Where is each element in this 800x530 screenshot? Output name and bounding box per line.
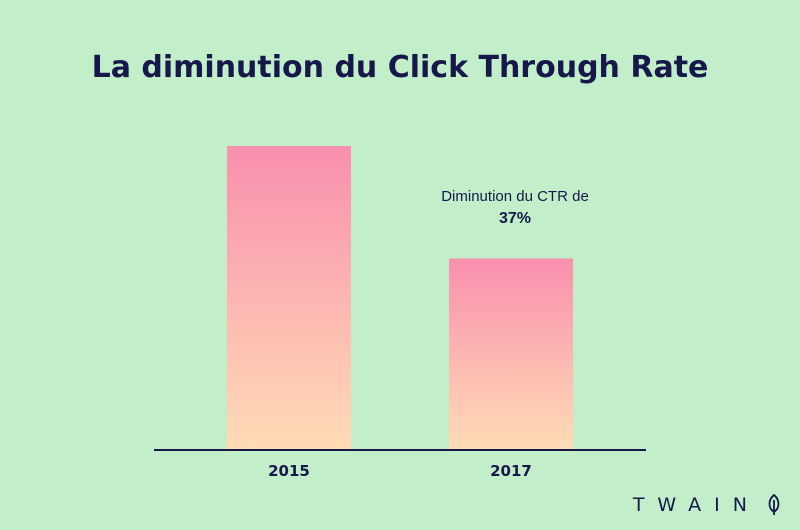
leaf-icon	[766, 493, 782, 516]
bar-2017	[449, 258, 573, 450]
annotation-text: Diminution du CTR de	[441, 188, 589, 205]
chart-title: La diminution du Click Through Rate	[91, 50, 709, 85]
annotation-value: 37%	[498, 210, 532, 227]
brand-logo: TWAIN	[632, 493, 782, 516]
x-tick-label-2015: 2015	[268, 462, 310, 480]
brand-name: TWAIN	[632, 494, 760, 516]
bar-2015	[227, 146, 351, 450]
x-tick-label-2017: 2017	[490, 462, 532, 480]
annotation: Diminution du CTR de 37%	[400, 186, 630, 230]
